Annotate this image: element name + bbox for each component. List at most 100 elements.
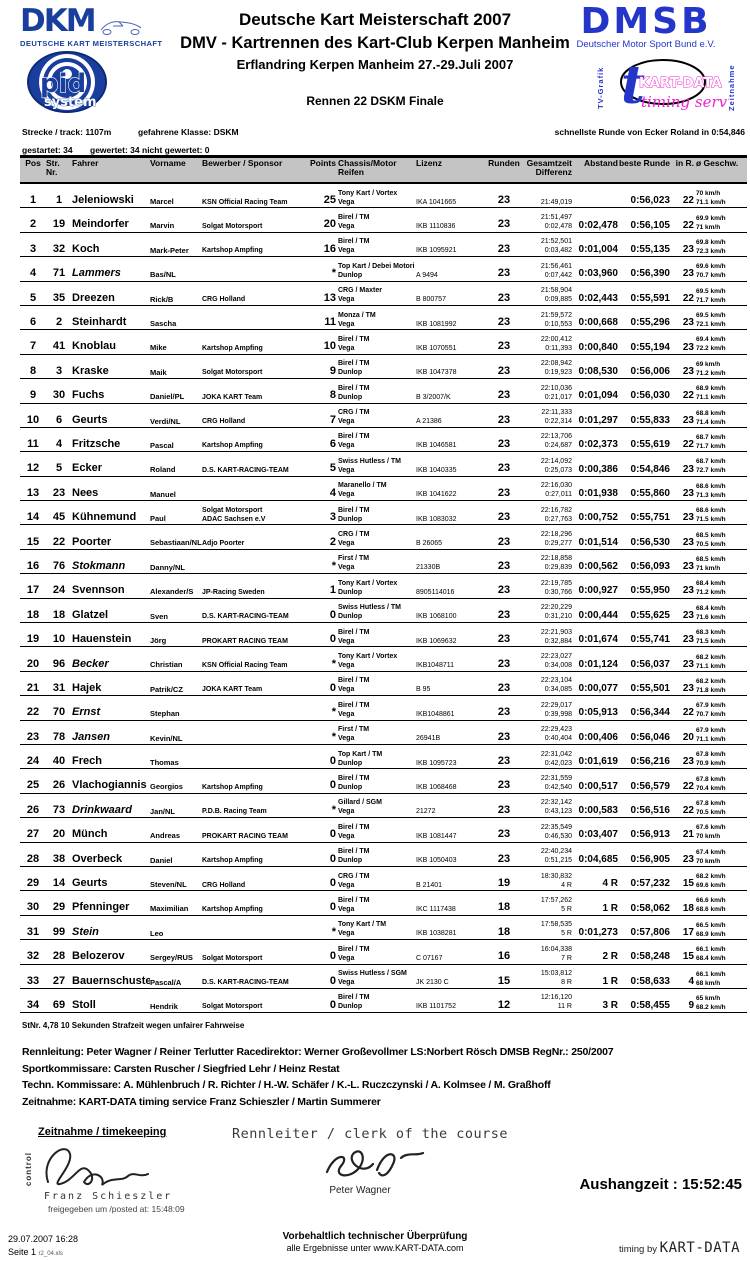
laps: 23 — [497, 242, 511, 255]
total-time: 22:29,017 — [540, 701, 572, 709]
gap: 0:00,406 — [578, 731, 618, 743]
points: 11 — [324, 316, 336, 329]
best-lap-speed: 71.7 km/h — [696, 296, 726, 304]
best-lap-time: 0:58,062 — [630, 902, 670, 914]
driver-name: Jeleniowski — [72, 194, 134, 207]
avg-speed: 69.6 km/h — [696, 263, 726, 271]
gap: 0:00,752 — [578, 512, 618, 524]
footer-left: 29.07.2007 16:28 Seite 1 r2_04.xls — [8, 1233, 78, 1261]
results-table: Pos Str. Nr. Fahrer Vorname Bewerber / Sp… — [20, 155, 747, 1014]
table-row: 20 96 Becker Christian KSN Official Raci… — [20, 647, 747, 672]
best-lap-number: 23 — [682, 414, 694, 426]
start-number: 70 — [52, 706, 66, 719]
driver-firstname: Pascal/A — [150, 977, 182, 987]
table-row: 17 24 Svennson Alexander/S JP-Racing Swe… — [20, 574, 747, 599]
dkm-logo: DKM DEUTSCHE KART MEISTERSCHAFT — [20, 6, 163, 48]
print-datetime: 29.07.2007 16:28 — [8, 1234, 79, 1244]
clerk-signature-block: Rennleiter / clerk of the course Peter W… — [225, 1126, 515, 1196]
driver-firstname: Thomas — [150, 757, 179, 767]
start-number: 40 — [52, 755, 66, 768]
points: 9 — [329, 364, 336, 377]
laps: 23 — [497, 803, 511, 816]
sponsor: Kartshop Ampfing — [202, 783, 263, 791]
gap: 0:01,619 — [578, 756, 618, 768]
best-lap-time: 0:55,860 — [630, 487, 670, 499]
table-row: 11 4 Fritzsche Pascal Kartshop Ampfing 6… — [20, 428, 747, 453]
difference: 0:31,210 — [544, 613, 572, 621]
best-lap-number: 22 — [682, 195, 694, 207]
difference: 4 R — [561, 881, 572, 889]
table-row: 26 73 Drinkwaard Jan/NL P.D.B. Racing Te… — [20, 794, 747, 819]
gap: 0:01,004 — [578, 243, 618, 255]
points: 0 — [329, 852, 336, 865]
position: 9 — [29, 389, 37, 402]
col-fahrer: Fahrer — [72, 158, 99, 168]
driver-firstname: Maik — [150, 367, 167, 377]
total-time: 22:29,423 — [540, 726, 572, 734]
points: 10 — [323, 340, 336, 353]
start-number: 20 — [52, 828, 66, 841]
points: 4 — [329, 486, 336, 499]
sponsor: Solgat Motorsport — [202, 222, 263, 230]
table-row: 4 71 Lammers Bas/NL * Top Kart / Debei M… — [20, 257, 747, 282]
total-time: 22:14,092 — [540, 457, 572, 465]
best-lap-time: 0:56,905 — [630, 853, 670, 865]
sponsor: Solgat Motorsport — [202, 369, 263, 377]
best-lap-time: 0:56,530 — [630, 536, 670, 548]
position: 18 — [26, 608, 40, 621]
start-number: 5 — [55, 462, 63, 475]
track-info: Strecke / track: 1107m — [22, 127, 112, 137]
avg-speed: 67.9 km/h — [696, 726, 726, 734]
start-number: 71 — [52, 267, 66, 280]
gap: 0:01,674 — [578, 634, 618, 646]
best-lap-time: 0:55,625 — [630, 609, 670, 621]
best-lap-speed: 68.4 km/h — [696, 955, 726, 963]
best-lap-time: 0:56,093 — [630, 561, 670, 573]
start-number: 30 — [52, 389, 66, 402]
licence: C 07167 — [416, 954, 443, 962]
driver-firstname: Andreas — [150, 831, 181, 841]
best-lap-number: 23 — [682, 268, 694, 280]
chassis-motor: First / TM — [338, 555, 370, 563]
best-lap-speed: 71.3 km/h — [696, 491, 726, 499]
laps: 23 — [497, 218, 511, 231]
licence: IKB 1083032 — [416, 515, 457, 523]
gap: 0:00,444 — [578, 609, 618, 621]
position: 10 — [26, 413, 40, 426]
driver-name: Kühnemund — [72, 511, 137, 524]
control-vertical-label: control — [24, 1152, 33, 1187]
officials-line: Zeitnahme: KART-DATA timing service Fran… — [22, 1095, 381, 1108]
footer-right: timing by KART-DATA — [619, 1240, 740, 1256]
avg-speed: 68.9 km/h — [696, 385, 726, 393]
chassis-motor: Top Kart / Debei Motori — [338, 262, 415, 270]
best-lap-time: 0:56,579 — [630, 780, 670, 792]
chassis-motor: Birel / TM — [338, 701, 370, 709]
driver-firstname: Steven/NL — [150, 879, 187, 889]
position: 20 — [26, 657, 40, 670]
position: 19 — [26, 633, 40, 646]
best-lap-speed: 72.7 km/h — [696, 467, 726, 475]
laps: 23 — [497, 633, 511, 646]
driver-name: Meindorfer — [72, 218, 129, 231]
sponsor: JP-Racing Sweden — [202, 588, 265, 596]
results-rows: 1 1 Jeleniowski Marcel KSN Official Raci… — [20, 184, 747, 1014]
col-abstand: Abstand — [584, 158, 618, 168]
driver-name: Knoblau — [72, 340, 116, 353]
licence: IKB1048861 — [416, 710, 455, 718]
driver-firstname: Mark-Peter — [150, 245, 189, 255]
licence: IKB 1070551 — [416, 344, 457, 352]
chassis-motor: Tony Kart / Vortex — [338, 579, 398, 587]
sponsor: Kartshop Ampfing — [202, 442, 263, 450]
licence: IKB 1041622 — [416, 491, 457, 499]
best-lap-number: 23 — [682, 609, 694, 621]
position: 28 — [26, 852, 40, 865]
position: 23 — [26, 730, 40, 743]
driver-name: Becker — [72, 657, 109, 670]
laps: 23 — [497, 852, 511, 865]
chassis-motor: Birel / TM — [338, 360, 370, 368]
driver-firstname: Mike — [150, 343, 167, 353]
driver-name: Münch — [72, 828, 108, 841]
laps: 23 — [497, 316, 511, 329]
dkm-logo-subtitle: DEUTSCHE KART MEISTERSCHAFT — [20, 38, 163, 48]
